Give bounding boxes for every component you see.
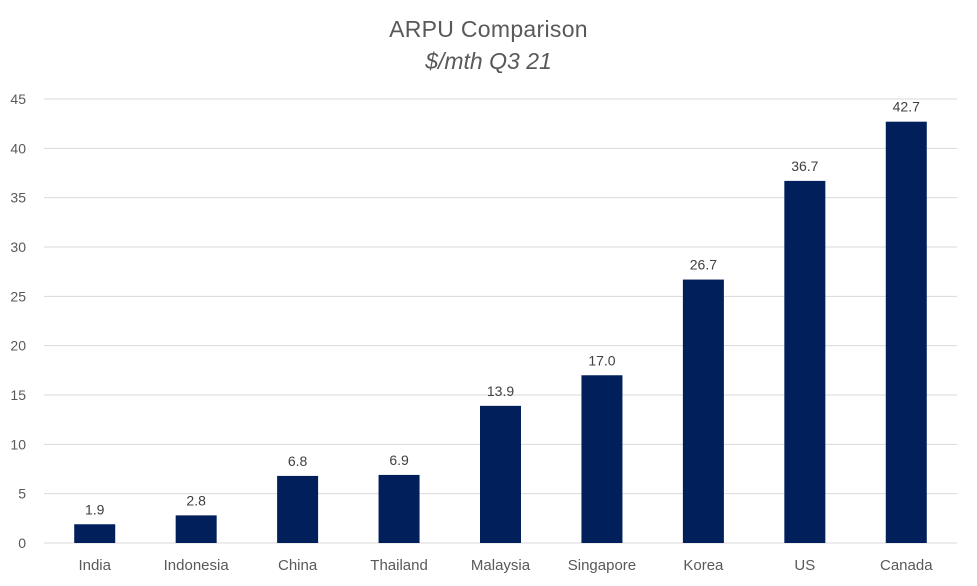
bar-indonesia (175, 515, 217, 543)
x-category-label: Malaysia (471, 557, 531, 574)
data-label: 6.9 (389, 452, 409, 468)
bar-thailand (378, 474, 420, 543)
data-label: 26.7 (690, 257, 717, 273)
data-label: 2.8 (186, 492, 206, 508)
data-label: 17.0 (588, 352, 615, 368)
y-tick-label: 20 (10, 338, 26, 354)
bar-us (784, 180, 826, 544)
y-tick-label: 5 (18, 486, 26, 502)
y-tick-label: 45 (10, 91, 26, 107)
y-axis-ticks: 0 5 10 15 20 25 30 35 40 45 (10, 91, 26, 551)
data-label: 13.9 (487, 383, 514, 399)
y-tick-label: 30 (10, 239, 26, 255)
y-tick-label: 35 (10, 190, 26, 206)
y-tick-label: 40 (10, 140, 26, 156)
x-category-label: India (78, 557, 111, 574)
y-tick-label: 15 (10, 387, 26, 403)
y-tick-label: 25 (10, 288, 26, 304)
x-category-label: US (794, 557, 815, 574)
bar-singapore (581, 375, 623, 543)
bar-malaysia (480, 405, 521, 543)
data-label: 42.7 (893, 99, 920, 115)
data-label: 36.7 (791, 158, 818, 174)
y-tick-label: 0 (18, 535, 26, 551)
x-category-label: Canada (880, 557, 933, 574)
data-label: 1.9 (85, 501, 105, 517)
x-category-label: Thailand (370, 557, 428, 574)
x-category-label: Singapore (568, 557, 636, 574)
x-category-label: Korea (683, 557, 724, 574)
bar-canada (885, 121, 927, 544)
y-tick-label: 10 (10, 436, 26, 452)
bar-india (74, 524, 116, 543)
data-label: 6.8 (288, 453, 308, 469)
bars (74, 121, 927, 544)
bar-korea (682, 279, 724, 543)
chart-subtitle: $/mth Q3 21 (425, 48, 552, 74)
bar-china (277, 475, 319, 543)
data-labels: 1.9 2.8 6.8 6.9 13.9 17.0 26.7 36.7 42.7 (85, 99, 920, 518)
x-category-label: Indonesia (164, 557, 230, 574)
x-axis-categories: India Indonesia China Thailand Malaysia Singa… (78, 557, 933, 574)
chart-title: ARPU Comparison (389, 16, 588, 42)
x-category-label: China (278, 557, 318, 574)
